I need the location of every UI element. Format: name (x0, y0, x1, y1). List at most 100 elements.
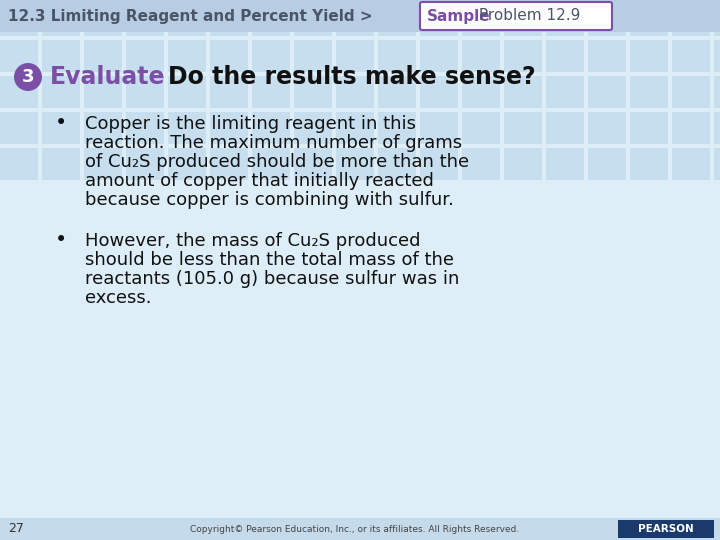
Bar (504, 148, 542, 180)
Text: 3: 3 (22, 68, 35, 86)
Text: because copper is combining with sulfur.: because copper is combining with sulfur. (85, 191, 454, 209)
Bar (168, 76, 206, 108)
Bar (84, 4, 122, 36)
Bar (0, 518, 720, 540)
Bar (630, 40, 668, 72)
Bar (462, 148, 500, 180)
Bar (420, 112, 458, 144)
Text: reaction. The maximum number of grams: reaction. The maximum number of grams (85, 134, 462, 152)
Bar (672, 4, 710, 36)
Bar (210, 76, 248, 108)
Bar (84, 112, 122, 144)
Bar (294, 112, 332, 144)
FancyBboxPatch shape (420, 2, 612, 30)
Bar (294, 76, 332, 108)
Bar (546, 4, 584, 36)
Text: Do the results make sense?: Do the results make sense? (168, 65, 536, 89)
Bar (252, 40, 290, 72)
Bar (168, 112, 206, 144)
Bar (252, 148, 290, 180)
Bar (0, 40, 38, 72)
Bar (294, 148, 332, 180)
Bar (630, 112, 668, 144)
Text: 12.3 Limiting Reagent and Percent Yield >: 12.3 Limiting Reagent and Percent Yield … (8, 9, 373, 24)
Bar (546, 112, 584, 144)
Bar (168, 4, 206, 36)
Bar (0, 4, 38, 36)
Bar (378, 148, 416, 180)
Bar (252, 112, 290, 144)
Bar (336, 112, 374, 144)
Text: reactants (105.0 g) because sulfur was in: reactants (105.0 g) because sulfur was i… (85, 270, 459, 288)
Bar (672, 40, 710, 72)
Bar (378, 112, 416, 144)
Bar (378, 40, 416, 72)
Bar (126, 148, 164, 180)
Bar (420, 40, 458, 72)
Bar (42, 40, 80, 72)
Text: of Cu₂S produced should be more than the: of Cu₂S produced should be more than the (85, 153, 469, 171)
Text: Evaluate: Evaluate (50, 65, 166, 89)
Bar (336, 4, 374, 36)
Bar (210, 148, 248, 180)
Bar (210, 112, 248, 144)
Bar (84, 148, 122, 180)
Bar (672, 148, 710, 180)
Text: •: • (55, 230, 67, 250)
Bar (126, 4, 164, 36)
Bar (504, 76, 542, 108)
Bar (546, 40, 584, 72)
Bar (168, 40, 206, 72)
Bar (336, 40, 374, 72)
Text: 27: 27 (8, 523, 24, 536)
Bar (84, 40, 122, 72)
Bar (126, 112, 164, 144)
Bar (84, 76, 122, 108)
Bar (210, 4, 248, 36)
Bar (546, 76, 584, 108)
Bar (588, 76, 626, 108)
Bar (336, 148, 374, 180)
Bar (714, 4, 720, 36)
Bar (378, 4, 416, 36)
Bar (588, 148, 626, 180)
Bar (0, 76, 38, 108)
FancyBboxPatch shape (618, 520, 714, 538)
Bar (714, 112, 720, 144)
Bar (42, 4, 80, 36)
Bar (210, 40, 248, 72)
Bar (126, 76, 164, 108)
Bar (714, 40, 720, 72)
Bar (714, 148, 720, 180)
Bar (294, 4, 332, 36)
Text: amount of copper that initially reacted: amount of copper that initially reacted (85, 172, 434, 190)
Bar (252, 4, 290, 36)
Bar (504, 40, 542, 72)
Bar (462, 112, 500, 144)
Bar (42, 148, 80, 180)
Bar (672, 76, 710, 108)
Bar (420, 4, 458, 36)
Text: However, the mass of Cu₂S produced: However, the mass of Cu₂S produced (85, 232, 420, 250)
Bar (168, 148, 206, 180)
Bar (0, 148, 38, 180)
Text: Problem 12.9: Problem 12.9 (474, 9, 580, 24)
Bar (462, 4, 500, 36)
Text: Copyright© Pearson Education, Inc., or its affiliates. All Rights Reserved.: Copyright© Pearson Education, Inc., or i… (190, 524, 520, 534)
Bar (462, 76, 500, 108)
Bar (588, 4, 626, 36)
Bar (672, 112, 710, 144)
Bar (714, 76, 720, 108)
Bar (42, 76, 80, 108)
Bar (462, 40, 500, 72)
Bar (294, 40, 332, 72)
Text: •: • (55, 113, 67, 133)
Bar (546, 148, 584, 180)
Bar (630, 4, 668, 36)
Bar (0, 112, 38, 144)
Bar (504, 112, 542, 144)
Text: Sample: Sample (427, 9, 490, 24)
Text: excess.: excess. (85, 289, 151, 307)
Bar (588, 112, 626, 144)
Bar (252, 76, 290, 108)
